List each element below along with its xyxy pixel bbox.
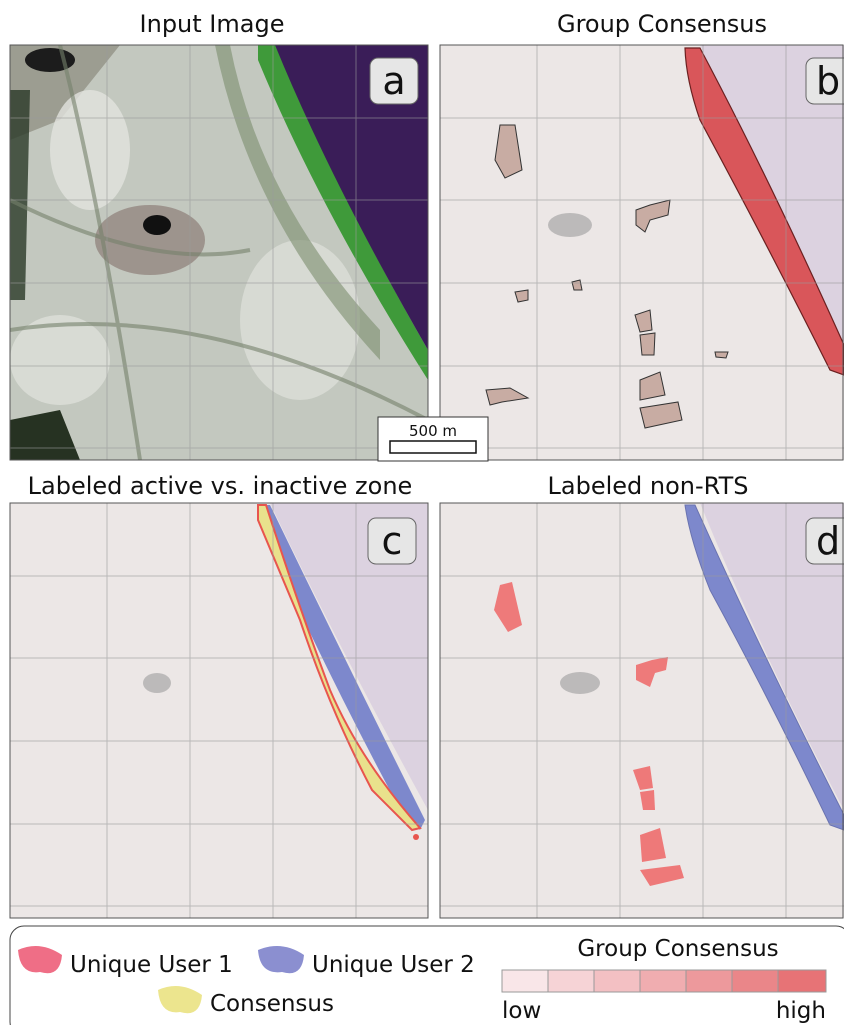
panel-title: Labeled active vs. inactive zone (28, 472, 413, 500)
scale-low: low (502, 998, 541, 1024)
panel-letter: c (382, 519, 403, 563)
legend-label: Consensus (210, 991, 334, 1017)
input-image (10, 45, 428, 460)
panel-title: Group Consensus (557, 10, 767, 38)
panel-title: Labeled non-RTS (548, 472, 749, 500)
legend-label: Unique User 1 (70, 952, 233, 978)
consensus-map (440, 45, 844, 460)
scale-title: Group Consensus (577, 936, 778, 962)
panel-title: Input Image (140, 10, 285, 38)
legend-label: Unique User 2 (312, 952, 475, 978)
figure: Input Image Group Consensus Labeled acti… (0, 0, 844, 1025)
non-rts-map (440, 503, 844, 918)
panel-letter: a (382, 59, 405, 103)
scale-bar-label: 500 m (409, 422, 457, 440)
consensus-scale (502, 970, 826, 992)
scale-bar (390, 441, 476, 453)
scale-high: high (776, 998, 826, 1024)
zone-map (10, 503, 428, 918)
panel-letter: b (816, 59, 840, 103)
panel-letter: d (816, 519, 840, 563)
